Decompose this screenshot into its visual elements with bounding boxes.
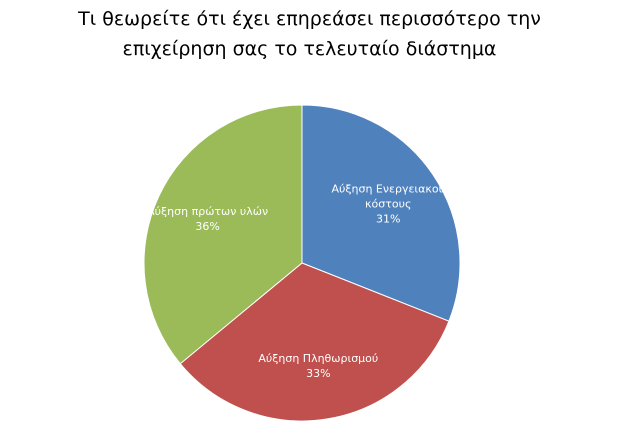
- value-label: 31%: [376, 212, 401, 226]
- slice-label: Αύξηση πρώτων υλών 36%: [143, 204, 273, 234]
- slice-label: Αύξηση Ενεργειακού κόστους 31%: [323, 182, 453, 227]
- chart-title: επιχείρηση σας το τελευταίο διάστημα: [122, 38, 497, 60]
- pie-slice: [143, 104, 303, 365]
- value-label: 36%: [195, 219, 220, 233]
- value-label: 33%: [306, 366, 331, 380]
- category-label: Αύξηση Ενεργειακού κόστους: [331, 182, 445, 211]
- chart-title: Τι θεωρείτε ότι έχει επηρεάσει περισσότε…: [78, 8, 541, 30]
- category-label: Αύξηση πρώτων υλών: [147, 204, 269, 218]
- pie-slice: [179, 262, 450, 422]
- category-label: Αύξηση Πληθωρισμού: [258, 351, 379, 365]
- pie-slice: [301, 104, 461, 322]
- slice-label: Αύξηση Πληθωρισμού 33%: [253, 351, 383, 381]
